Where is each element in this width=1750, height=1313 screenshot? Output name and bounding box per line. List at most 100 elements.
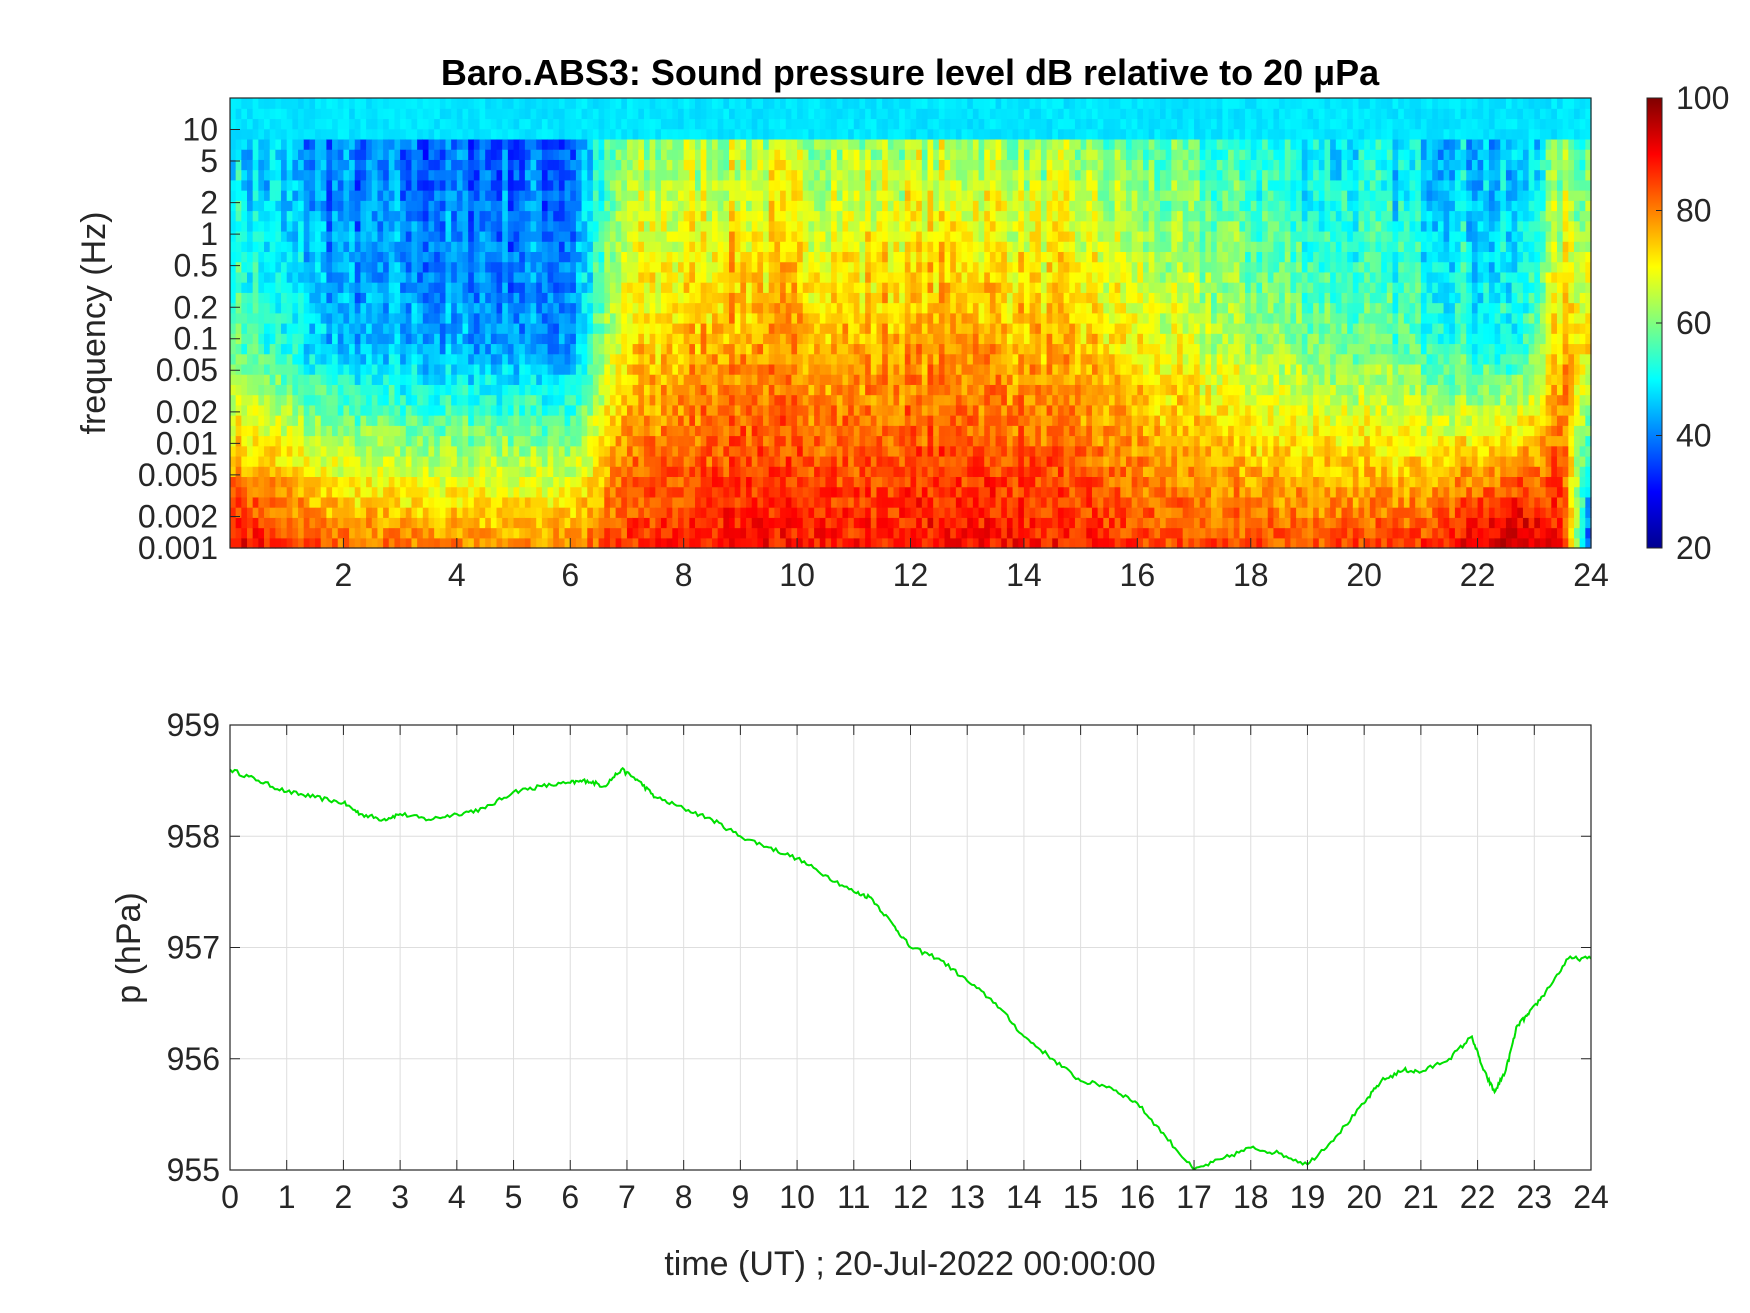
spectrogram-cell bbox=[417, 210, 424, 222]
spectrogram-cell bbox=[445, 159, 452, 171]
spectrogram-cell bbox=[592, 486, 600, 498]
spectrogram-cell bbox=[780, 476, 787, 488]
spectrogram-cell bbox=[519, 517, 526, 529]
spectrogram-cell bbox=[479, 302, 486, 314]
spectrogram-cell bbox=[354, 108, 362, 120]
spectrogram-cell bbox=[417, 466, 424, 478]
spectrogram-cell bbox=[315, 455, 322, 467]
spectrogram-cell bbox=[757, 445, 764, 457]
spectrogram-cell bbox=[366, 159, 373, 171]
spectrogram-cell bbox=[836, 230, 844, 242]
spectrogram-cell bbox=[587, 241, 594, 253]
spectrogram-cell bbox=[349, 425, 356, 437]
spectrogram-cell bbox=[831, 138, 838, 150]
spectrogram-cell bbox=[558, 374, 566, 385]
spectrogram-cell bbox=[609, 384, 617, 396]
spectrogram-cell bbox=[462, 455, 469, 467]
spectrogram-cell bbox=[831, 98, 838, 109]
spectrogram-cell bbox=[848, 108, 855, 120]
spectrogram-cell bbox=[337, 517, 345, 529]
spectrogram-cell bbox=[632, 108, 639, 120]
spectrogram-cell bbox=[507, 108, 515, 120]
spectrogram-cell bbox=[831, 445, 838, 457]
spectrogram-cell bbox=[405, 200, 413, 212]
spectrogram-cell bbox=[303, 517, 310, 529]
spectrogram-cell bbox=[315, 251, 322, 263]
spectrogram-cell bbox=[252, 527, 259, 539]
spectrogram-cell bbox=[768, 230, 775, 242]
spectrogram-cell bbox=[536, 108, 543, 120]
spectrogram-cell bbox=[496, 333, 503, 345]
spectrogram-cell bbox=[740, 261, 747, 273]
spectrogram-cell bbox=[439, 200, 447, 212]
spectrogram-cell bbox=[746, 404, 753, 416]
spectrogram-cell bbox=[298, 537, 305, 549]
spectrogram-cell bbox=[281, 251, 288, 263]
spectrogram-cell bbox=[655, 271, 662, 283]
spectrogram-cell bbox=[315, 384, 322, 396]
spectrogram-cell bbox=[303, 486, 310, 498]
spectrogram-cell bbox=[275, 200, 282, 212]
spectrogram-cell bbox=[734, 537, 741, 549]
spectrogram-cell bbox=[490, 210, 498, 222]
spectrogram-cell bbox=[836, 507, 844, 518]
spectrogram-cell bbox=[400, 169, 407, 181]
spectrogram-cell bbox=[281, 200, 288, 212]
spectrogram-cell bbox=[536, 333, 543, 345]
spectrogram-cell bbox=[853, 312, 861, 324]
spectrogram-cell bbox=[371, 312, 379, 324]
spectrogram-cell bbox=[269, 323, 276, 334]
spectrogram-cell bbox=[780, 527, 787, 539]
spectrogram-cell bbox=[581, 333, 588, 345]
spectrogram-cell bbox=[445, 149, 452, 160]
spectrogram-cell bbox=[672, 210, 679, 222]
spectrogram-cell bbox=[649, 271, 656, 283]
spectrogram-cell bbox=[729, 292, 736, 304]
spectrogram-cell bbox=[638, 98, 645, 109]
spectrogram-cell bbox=[269, 251, 276, 263]
spectrogram-cell bbox=[496, 190, 503, 201]
spectrogram-cell bbox=[286, 404, 293, 416]
spectrogram-cell bbox=[632, 271, 639, 283]
spectrogram-cell bbox=[315, 353, 322, 365]
spectrogram-cell bbox=[247, 507, 254, 518]
spectrogram-cell bbox=[575, 312, 583, 324]
spectrogram-cell bbox=[797, 425, 804, 437]
spectrogram-cell bbox=[626, 435, 634, 447]
spectrogram-cell bbox=[564, 537, 571, 549]
spectrogram-cell bbox=[298, 282, 305, 293]
spectrogram-cell bbox=[490, 537, 498, 549]
spectrogram-cell bbox=[609, 210, 617, 222]
spectrogram-cell bbox=[723, 363, 730, 375]
spectrogram-cell bbox=[513, 128, 520, 140]
spectrogram-cell bbox=[802, 384, 810, 396]
spectrogram-cell bbox=[241, 241, 248, 253]
spectrogram-cell bbox=[683, 404, 690, 416]
spectrogram-cell bbox=[853, 476, 861, 488]
spectrogram-cell bbox=[485, 200, 492, 212]
spectrogram-cell bbox=[258, 476, 265, 488]
spectrogram-cell bbox=[411, 292, 418, 304]
spectrogram-cell bbox=[592, 517, 600, 529]
spectrogram-cell bbox=[439, 333, 447, 345]
spectrogram-cell bbox=[473, 363, 481, 375]
spectrogram-cell bbox=[439, 98, 447, 109]
spectrogram-cell bbox=[230, 220, 237, 232]
spectrogram-cell bbox=[695, 496, 702, 508]
spectrogram-cell bbox=[496, 179, 503, 191]
spectrogram-cell bbox=[428, 190, 435, 201]
spectrogram-cell bbox=[456, 138, 464, 150]
spectrogram-cell bbox=[524, 445, 532, 457]
spectrogram-cell bbox=[797, 384, 804, 396]
spectrogram-cell bbox=[524, 476, 532, 488]
spectrogram-cell bbox=[264, 435, 271, 447]
spectrogram-cell bbox=[490, 517, 498, 529]
spectrogram-cell bbox=[734, 138, 741, 150]
spectrogram-cell bbox=[859, 190, 866, 201]
spectrogram-cell bbox=[524, 149, 532, 160]
spectrogram-cell bbox=[298, 425, 305, 437]
spectrogram-cell bbox=[417, 128, 424, 140]
spectrogram-cell bbox=[349, 302, 356, 314]
spectrogram-cell bbox=[802, 220, 810, 232]
spectrogram-cell bbox=[451, 292, 458, 304]
